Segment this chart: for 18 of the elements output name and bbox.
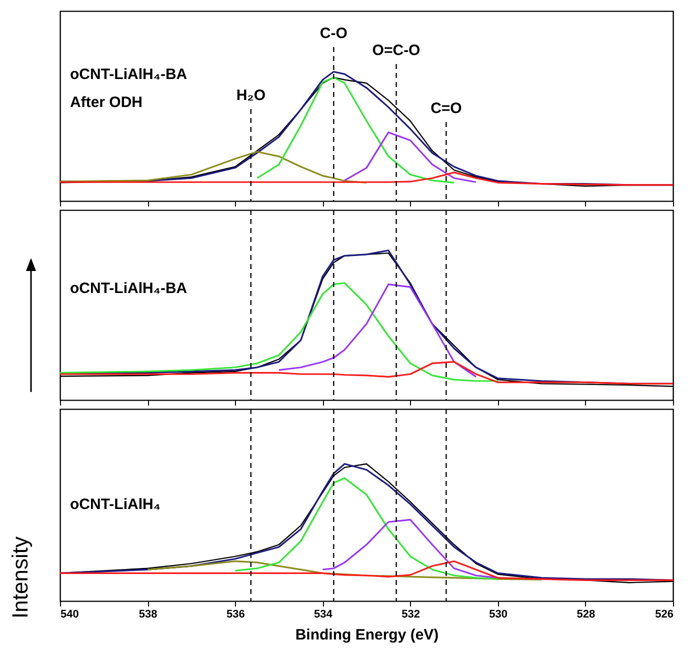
x-tick-label: 538 [138, 608, 158, 620]
y-axis-title: Intensity [8, 536, 32, 618]
annotation: After ODH [70, 94, 143, 111]
annotation: oCNT-LiAlH₄-BA [70, 66, 188, 83]
x-tick-label: 540 [60, 608, 79, 620]
x-tick-label: 532 [402, 608, 420, 620]
ref-line-label: H₂O [236, 87, 266, 104]
x-tick-label: 528 [576, 608, 596, 620]
x-tick-label: 526 [655, 608, 674, 620]
annotation: oCNT-LiAlH₄-BA [70, 280, 188, 297]
x-tick-label: 534 [314, 608, 334, 620]
ref-line-label: O=C-O [372, 42, 421, 59]
annotation: oCNT-LiAlH₄ [70, 496, 160, 513]
x-axis-title: Binding Energy (eV) [295, 626, 439, 644]
ref-line-label: C=O [430, 100, 462, 117]
ref-line-label: C-O [320, 25, 348, 42]
x-tick-label: 530 [489, 608, 508, 620]
x-tick-label: 536 [226, 608, 245, 620]
